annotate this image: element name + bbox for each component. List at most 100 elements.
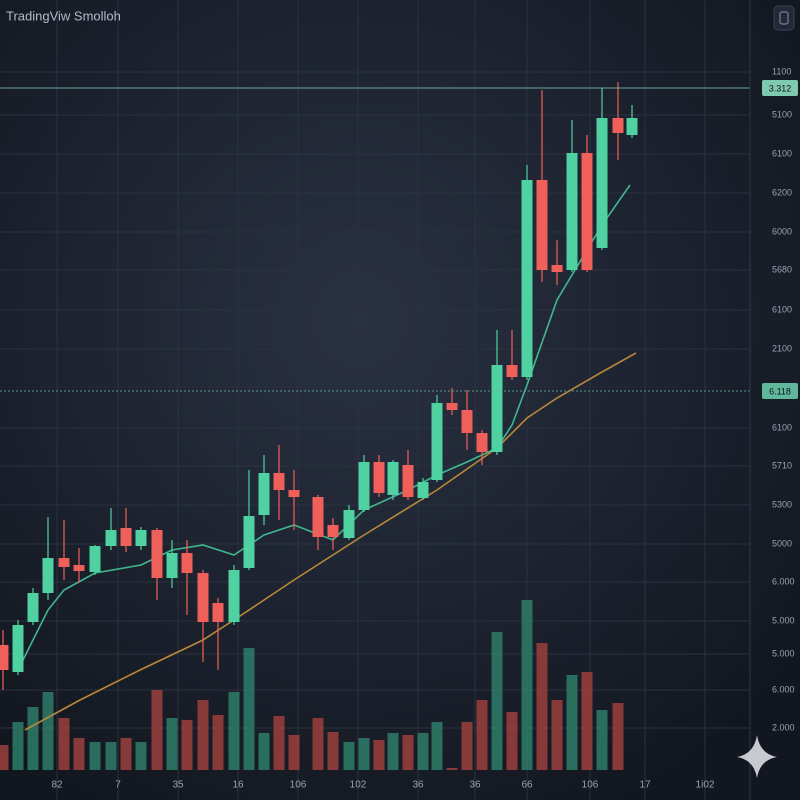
candle-body — [288, 490, 300, 497]
candle-body — [42, 558, 54, 593]
volume-bar — [58, 718, 70, 770]
menu-glyph — [779, 11, 789, 25]
volume-bar — [12, 722, 24, 770]
volume-bar — [42, 692, 54, 770]
y-tick-label: 6100 — [772, 422, 792, 432]
volume-bar — [312, 718, 324, 770]
price-tag — [762, 80, 798, 96]
x-tick-label: 16 — [232, 780, 244, 791]
volume-bar — [476, 700, 488, 770]
axis-layer: 1100 5100 6100 6200 6000 5680 6100 2100 6100 5710… — [0, 66, 798, 791]
x-tick-label: 35 — [172, 780, 184, 791]
moving-average-line — [24, 352, 637, 731]
volume-bar — [273, 716, 285, 770]
y-tick-label: 5710 — [772, 460, 792, 470]
volume-bar — [566, 675, 578, 770]
y-tick-label: 6200 — [772, 187, 792, 197]
x-tick-label: 106 — [290, 780, 307, 791]
candle-body — [258, 473, 270, 515]
candle-body — [58, 558, 70, 567]
volume-bar — [258, 733, 270, 770]
candle-body — [506, 365, 518, 377]
y-tick-label: 5680 — [772, 264, 792, 274]
volume-bar — [461, 722, 473, 770]
volume-bar — [358, 738, 370, 770]
volume-bar — [243, 648, 255, 770]
y-tick-label: 1100 — [772, 66, 791, 76]
candle-body — [89, 546, 101, 572]
candle-body — [135, 530, 147, 546]
candle-body — [417, 482, 429, 498]
y-tick-label: 6000 — [772, 226, 792, 236]
candle-body — [73, 565, 85, 571]
volume-bar — [431, 722, 443, 770]
y-tick-label: 5300 — [772, 499, 792, 509]
candle-body — [626, 118, 638, 135]
sparkle-icon — [737, 735, 777, 778]
volume-bar — [373, 740, 385, 770]
volume-bar — [27, 707, 39, 770]
menu-button[interactable] — [773, 5, 795, 31]
candle-body — [612, 118, 624, 133]
volume-bar — [288, 735, 300, 770]
volume-bar — [491, 632, 503, 770]
volume-bar — [73, 738, 85, 770]
y-tick-label: 5000 — [772, 538, 792, 548]
candle-body — [581, 153, 593, 270]
volume-bar — [212, 715, 224, 770]
x-tick-label: 102 — [350, 780, 367, 791]
candle-body — [358, 462, 370, 510]
candle-body — [181, 553, 193, 573]
x-tick-label: 36 — [412, 780, 424, 791]
candle-body — [212, 603, 224, 622]
x-tick-label: 106 — [582, 780, 599, 791]
candle-body — [402, 465, 414, 497]
candle-body — [461, 410, 473, 433]
menu-icon[interactable] — [773, 5, 795, 31]
volume-bar — [596, 710, 608, 770]
volume-bar — [89, 742, 101, 770]
candle-body — [120, 528, 132, 546]
y-tick-label: 5.000 — [772, 615, 795, 625]
candle-body — [312, 497, 324, 537]
y-tick-label: 5100 — [772, 109, 792, 119]
candle-body — [446, 403, 458, 410]
volume-bar — [151, 690, 163, 770]
y-tick-label: 6100 — [772, 304, 792, 314]
x-tick-label: 66 — [521, 780, 533, 791]
volume-bar — [612, 703, 624, 770]
candle-body — [491, 365, 503, 452]
candle-body — [27, 593, 39, 622]
x-tick-label: 36 — [469, 780, 481, 791]
x-tick-label: 17 — [639, 780, 651, 791]
chart-title: TradingViw Smolloh — [6, 8, 121, 23]
candle-body — [566, 153, 578, 270]
volume-bar — [551, 700, 563, 770]
volume-bar — [120, 738, 132, 770]
x-tick-label: 82 — [51, 780, 63, 791]
y-tick-label: 6100 — [772, 148, 792, 158]
y-tick-label: 2100 — [772, 343, 792, 353]
candle-body — [476, 433, 488, 452]
candle-layer — [0, 82, 638, 690]
candle-body — [12, 625, 24, 672]
y-tick-label: 6.000 — [772, 684, 795, 694]
volume-bar — [327, 732, 339, 770]
x-tick-label: 7 — [115, 780, 121, 791]
x-tick-label: 1i02 — [696, 780, 715, 791]
candle-body — [105, 530, 117, 546]
volume-bar — [166, 718, 178, 770]
volume-bar — [521, 600, 533, 770]
volume-bar — [0, 745, 9, 770]
volume-bar — [197, 700, 209, 770]
candle-body — [343, 510, 355, 538]
volume-bar — [417, 733, 429, 770]
volume-bar — [446, 768, 458, 770]
volume-bar — [387, 733, 399, 770]
candle-body — [596, 118, 608, 248]
volume-bar — [402, 735, 414, 770]
candle-body — [551, 265, 563, 272]
candle-body — [431, 403, 443, 480]
